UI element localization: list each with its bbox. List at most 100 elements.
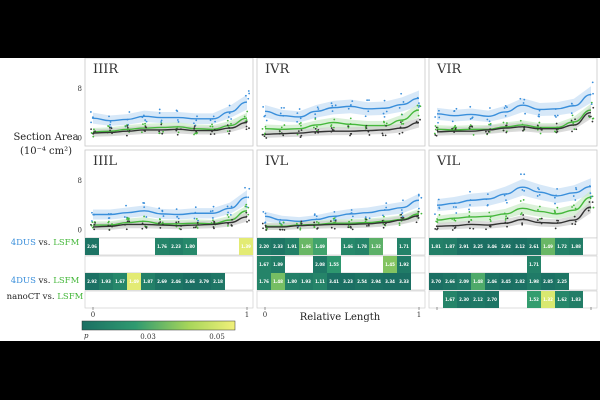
dot-VIR-4DUS <box>590 103 593 106</box>
dot-VIR-LSFM <box>469 124 472 126</box>
sig-value-right-dus-1-1: 2.33 <box>273 244 283 249</box>
dot-IVR-nanoCT <box>399 121 402 124</box>
dot-IIIR-nanoCT <box>108 126 111 129</box>
dot-IVL-4DUS <box>351 215 354 218</box>
dot-VIR-4DUS <box>504 105 507 107</box>
dot-VIL-4DUS <box>520 173 522 176</box>
dot-IIIR-LSFM <box>90 131 93 134</box>
dot-IVL-nanoCT <box>334 219 337 222</box>
dot-IVL-4DUS <box>420 196 423 199</box>
dot-IIIR-LSFM <box>243 115 246 118</box>
row-label-right-dus: 4DUS vs. LSFM <box>11 238 80 248</box>
dot-IIIL-LSFM <box>212 219 214 222</box>
dot-IVR-4DUS <box>398 106 401 109</box>
dot-VIL-nanoCT <box>472 227 475 230</box>
dot-IIIR-4DUS <box>176 110 179 113</box>
sig-value-left-dus-1-4: 1.11 <box>315 279 325 284</box>
sig-cell-right-dus-1-10 <box>397 238 411 255</box>
panel-VIR: VIR <box>428 58 598 147</box>
dot-IIIR-4DUS <box>230 118 233 120</box>
dot-IIIL-LSFM <box>178 227 181 230</box>
sig-cell-right-dus-1-6 <box>341 238 355 255</box>
dot-VIR-LSFM <box>434 128 437 131</box>
dot-VIR-4DUS <box>489 107 491 109</box>
dot-VIR-LSFM <box>519 119 522 122</box>
significance-heatmaps: 2.06 1.76 2.23 1.80 1.39 2.20 2.33 1.91 1.46 1.49… <box>84 237 598 309</box>
dot-VIL-4DUS <box>575 188 578 191</box>
dot-IIIR-LSFM <box>93 128 95 131</box>
dot-VIL-nanoCT <box>469 227 471 230</box>
line-IVR-4DUS <box>264 97 420 118</box>
dot-IIIL-4DUS <box>227 211 229 214</box>
dot-IIIR-4DUS <box>212 115 215 118</box>
dot-IVR-nanoCT <box>365 124 368 127</box>
y-tick-IIIR-0: 0 <box>78 135 82 143</box>
sig-value-right-dus-2-7: 2.61 <box>529 244 539 249</box>
row-label-4dus-2: 4DUS <box>11 276 36 286</box>
dot-IIIL-nanoCT <box>93 223 96 226</box>
dot-IIIR-nanoCT <box>109 129 111 132</box>
dot-VIL-nanoCT <box>522 214 525 216</box>
dot-VIR-LSFM <box>591 117 594 120</box>
sig-cell-left-dus-2-7 <box>527 273 541 290</box>
dot-IIIL-LSFM <box>126 216 129 219</box>
colorbar: p 0.03 0.05 <box>81 320 236 341</box>
colorbar-gradient <box>81 320 236 331</box>
dot-IVL-LSFM <box>315 221 318 223</box>
dot-IIIL-4DUS <box>226 205 229 208</box>
sig-cell-right-dus-1-2 <box>285 238 299 255</box>
y-tick-IIIL-8: 8 <box>78 177 82 185</box>
x-axis-label: Relative Length <box>300 312 381 323</box>
dot-VIR-4DUS <box>469 105 472 108</box>
dot-VIR-nanoCT <box>471 125 473 128</box>
dot-VIR-nanoCT <box>435 126 438 129</box>
dot-IVR-nanoCT <box>382 134 384 137</box>
dot-IVR-LSFM <box>283 124 286 126</box>
dot-IIIR-nanoCT <box>228 130 231 132</box>
dot-IVL-nanoCT <box>300 220 303 223</box>
sig-cell-left-dus-0-6 <box>169 273 183 290</box>
dot-VIR-4DUS <box>538 109 541 112</box>
sig-value-left-dus-1-5: 3.41 <box>329 279 339 284</box>
dot-VIR-nanoCT <box>588 115 590 117</box>
sig-value-right-dus-1-10: 1.71 <box>399 244 409 249</box>
dot-VIL-nanoCT <box>468 220 470 223</box>
line-IIIL-LSFM <box>92 210 248 226</box>
dot-IVL-4DUS <box>401 212 404 214</box>
dot-IIIL-nanoCT <box>159 226 162 229</box>
dot-IVL-LSFM <box>313 225 316 228</box>
dot-VIR-LSFM <box>571 114 574 117</box>
dot-IVL-nanoCT <box>366 224 368 227</box>
dot-IIIL-nanoCT <box>93 228 96 231</box>
line-VIL-LSFM <box>436 196 592 221</box>
dot-VIR-4DUS <box>471 116 474 119</box>
dot-VIR-nanoCT <box>575 128 578 131</box>
dot-VIR-LSFM <box>590 101 593 104</box>
dot-VIL-4DUS <box>572 195 575 197</box>
dot-IVR-nanoCT <box>317 128 320 131</box>
dot-IIIR-nanoCT <box>245 128 248 131</box>
sig-frame-left-ct-0 <box>84 290 254 309</box>
sig-value-right-dus-2-10: 1.88 <box>571 244 581 249</box>
sig-value-right-dus-2-9: 1.72 <box>557 244 567 249</box>
dot-IIIL-nanoCT <box>227 222 229 225</box>
sig-value-right-ct-1-5: 1.55 <box>329 262 339 267</box>
sig-value-right-dus-2-5: 2.92 <box>501 244 511 249</box>
dot-IVR-4DUS <box>316 106 319 109</box>
dot-IIIR-4DUS <box>176 119 179 121</box>
sig-value-left-ct-2-1: 1.67 <box>445 297 455 302</box>
dot-VIL-4DUS <box>455 212 458 214</box>
dot-VIR-4DUS <box>506 106 508 109</box>
sig-value-right-dus-2-6: 3.12 <box>515 244 525 249</box>
sig-value-left-dus-1-0: 1.76 <box>259 279 269 284</box>
sig-value-right-dus-2-3: 3.25 <box>473 244 483 249</box>
dot-VIL-nanoCT <box>588 201 591 203</box>
dot-VIL-LSFM <box>468 211 471 213</box>
dot-IIIL-LSFM <box>143 215 145 218</box>
dot-IIIR-LSFM <box>141 131 143 134</box>
dot-IIIR-nanoCT <box>161 132 164 135</box>
sig-cell-right-dus-1-7 <box>355 238 369 255</box>
dot-IIIR-4DUS <box>144 119 147 121</box>
dot-VIR-nanoCT <box>436 129 439 132</box>
dot-IVR-nanoCT <box>263 135 266 138</box>
